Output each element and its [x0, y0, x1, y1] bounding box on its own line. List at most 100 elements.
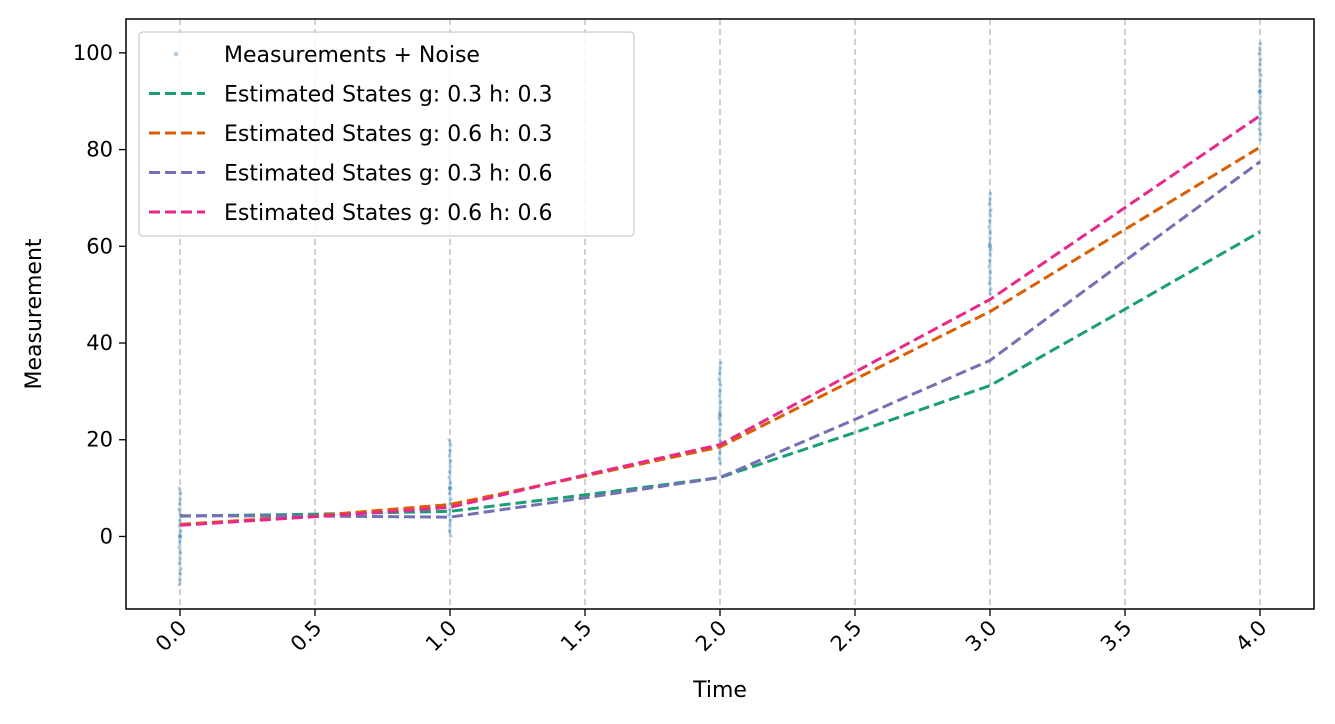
- measurement-point: [178, 556, 182, 560]
- legend-label: Estimated States g: 0.6 h: 0.6: [224, 201, 553, 226]
- measurement-point: [717, 434, 721, 438]
- measurement-point: [177, 545, 181, 549]
- measurement-point: [1259, 57, 1263, 61]
- measurement-point: [447, 475, 451, 479]
- measurement-point: [449, 497, 453, 501]
- measurement-point: [719, 400, 723, 404]
- legend-label: Estimated States g: 0.3 h: 0.3: [224, 83, 553, 108]
- measurement-point: [988, 214, 992, 218]
- measurement-point: [718, 388, 722, 393]
- measurement-point: [988, 259, 992, 263]
- measurement-point: [988, 236, 992, 240]
- measurement-point: [719, 462, 723, 466]
- measurement-point: [177, 507, 181, 512]
- measurement-point: [987, 225, 991, 229]
- measurement-point: [179, 550, 183, 555]
- measurement-point: [447, 513, 451, 517]
- measurement-point: [718, 451, 722, 455]
- legend-label: Measurements + Noise: [224, 43, 480, 68]
- measurement-point: [448, 507, 452, 512]
- measurement-point: [177, 583, 181, 587]
- measurement-point: [988, 276, 992, 280]
- measurement-point: [448, 448, 452, 453]
- measurement-point: [1258, 138, 1262, 142]
- series-line: [179, 145, 1261, 526]
- measurement-point: [717, 456, 721, 460]
- measurement-point: [448, 470, 452, 474]
- measurements: [177, 41, 1263, 587]
- measurement-point: [989, 270, 993, 274]
- measurement-center: [1257, 89, 1263, 94]
- x-axis-title: Time: [692, 678, 747, 703]
- y-tick-label: 60: [86, 234, 113, 258]
- measurement-point: [449, 481, 453, 485]
- series-lines: [179, 114, 1261, 527]
- measurement-point: [447, 438, 451, 442]
- measurement-point: [718, 405, 722, 410]
- y-tick-label: 100: [73, 41, 113, 65]
- measurement-point: [178, 540, 182, 544]
- measurement-point: [179, 567, 183, 571]
- y-tick-label: 80: [86, 138, 113, 162]
- measurement-point: [989, 208, 993, 212]
- measurement-point: [989, 191, 993, 195]
- measurement-point: [449, 443, 453, 447]
- legend-label: Estimated States g: 0.3 h: 0.6: [224, 162, 553, 187]
- measurement-point: [447, 454, 451, 458]
- legend-label: Estimated States g: 0.6 h: 0.3: [224, 122, 553, 147]
- y-axis-title: Measurement: [22, 238, 47, 389]
- measurement-point: [988, 293, 992, 297]
- measurement-point: [1258, 84, 1262, 88]
- y-tick-label: 0: [100, 524, 113, 548]
- measurement-point: [1259, 95, 1263, 99]
- measurement-point: [989, 247, 993, 252]
- measurement-point: [449, 518, 453, 522]
- y-axis: 0 20 40 60 80 100: [73, 41, 126, 548]
- measurement-point: [1257, 127, 1261, 131]
- measurement-point: [718, 372, 722, 376]
- measurement-point: [1257, 106, 1261, 110]
- measurement-point: [1258, 122, 1262, 126]
- legend-box: [138, 31, 635, 237]
- measurement-point: [177, 561, 181, 565]
- measurement-point: [1258, 41, 1262, 45]
- measurement-point: [717, 377, 721, 381]
- measurement-point: [177, 486, 181, 490]
- measurement-point: [1259, 111, 1263, 115]
- measurement-point: [719, 383, 723, 387]
- measurement-point: [987, 281, 991, 285]
- measurement-point: [1258, 63, 1262, 67]
- measurement-point: [178, 518, 182, 522]
- measurement-point: [988, 197, 992, 201]
- series-line: [179, 160, 1261, 519]
- measurement-point: [1258, 46, 1262, 51]
- measurement-point: [179, 491, 183, 496]
- legend: Measurements + Noise Estimated States g: …: [138, 31, 635, 237]
- measurement-point: [1258, 100, 1262, 104]
- measurement-point: [449, 534, 453, 539]
- measurement-point: [1258, 116, 1262, 121]
- measurement-point: [987, 202, 991, 206]
- measurement-point: [988, 253, 992, 257]
- grid: [179, 19, 1261, 609]
- measurement-point: [178, 497, 182, 501]
- measurement-point: [1257, 68, 1261, 72]
- measurement-point: [1259, 73, 1263, 78]
- measurement-point: [447, 529, 451, 533]
- measurement-point: [447, 491, 451, 496]
- measurement-point: [718, 366, 722, 370]
- measurement-center: [447, 485, 453, 491]
- y-tick-label: 20: [86, 428, 113, 452]
- measurement-point: [449, 459, 453, 463]
- measurement-point: [718, 428, 722, 432]
- measurement-point: [989, 230, 993, 235]
- measurement-point: [719, 422, 723, 427]
- measurement-point: [178, 572, 182, 576]
- measurement-point: [989, 287, 993, 291]
- measurement-point: [448, 465, 452, 469]
- measurement-point: [988, 219, 992, 223]
- measurement-point: [179, 529, 183, 533]
- series-line: [179, 114, 1261, 527]
- legend-marker: [173, 51, 179, 57]
- measurement-center: [717, 413, 723, 418]
